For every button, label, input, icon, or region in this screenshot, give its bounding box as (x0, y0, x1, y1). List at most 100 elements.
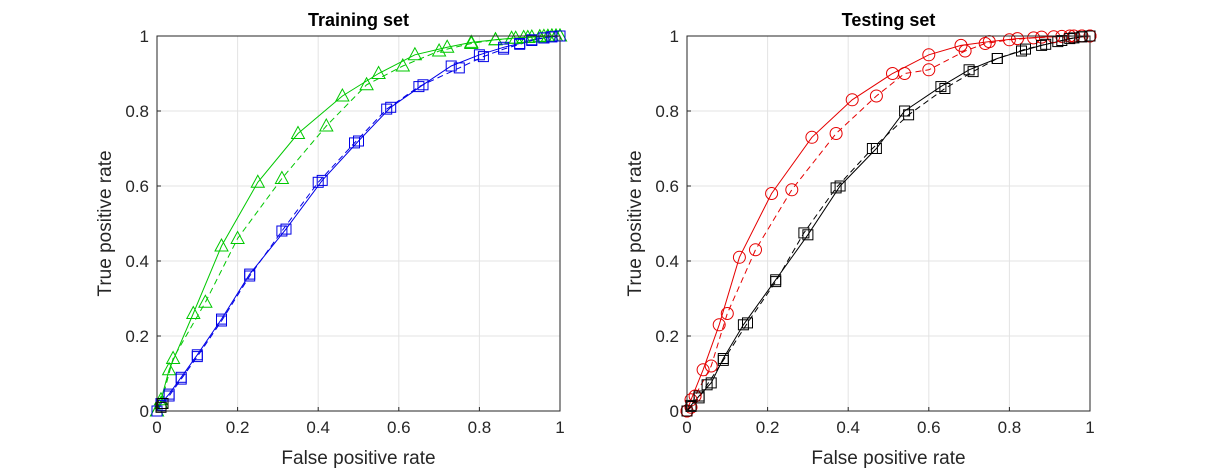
training-series-line-3 (156, 35, 561, 412)
training-markers (149, 27, 568, 417)
training-triangle-marker (359, 76, 374, 91)
testing-square-marker (963, 64, 975, 76)
training-yticks: 0 0.2 0.4 0.6 0.8 1 (125, 27, 161, 421)
training-xtick-label: 1 (555, 418, 564, 437)
training-square-marker (498, 43, 510, 55)
training-xtick-label: 0.8 (468, 418, 492, 437)
training-triangle-marker (488, 31, 503, 46)
training-ytick-label: 0.2 (125, 327, 149, 346)
training-triangle-marker (371, 65, 386, 79)
testing-xtick-label: 0 (682, 418, 691, 437)
training-triangle-marker (230, 230, 245, 244)
testing-yticks: 0 0.2 0.4 0.6 0.8 1 (655, 27, 691, 421)
training-triangle-marker (395, 57, 411, 72)
testing-circle-marker (922, 48, 936, 62)
training-square-marker (538, 32, 550, 44)
training-triangle-marker (463, 35, 479, 49)
training-triangle-marker (508, 30, 524, 44)
testing-series-line-2 (686, 35, 1091, 412)
testing-grid (687, 36, 1090, 411)
training-triangle-marker (165, 350, 181, 364)
testing-circle-marker (978, 37, 992, 50)
training-xtick-label: 0 (152, 418, 161, 437)
training-square-marker (453, 62, 465, 74)
testing-series (686, 35, 1091, 412)
testing-set-chart: 0 0.2 0.4 0.6 0.8 1 0 0.2 0.4 0.6 0.8 1 Testing se… (625, 10, 1097, 469)
testing-circle-marker (845, 93, 859, 107)
testing-xtick-label: 1 (1085, 418, 1094, 437)
training-triangle-marker (274, 170, 290, 184)
testing-ytick-label: 0.4 (655, 252, 679, 271)
training-ylabel: True positive rate (95, 150, 116, 296)
training-square-marker (514, 38, 526, 50)
training-square-marker (353, 135, 364, 147)
testing-ytick-label: 1 (670, 27, 679, 46)
training-xlabel: False positive rate (281, 448, 435, 469)
testing-square-marker (967, 66, 979, 78)
training-square-marker (280, 223, 292, 235)
training-square-marker (316, 174, 328, 186)
training-axes-box (156, 35, 561, 412)
training-square-marker (473, 49, 485, 61)
training-xtick-label: 0.6 (387, 418, 411, 437)
testing-circle-marker (958, 44, 972, 58)
training-triangle-marker (198, 294, 213, 308)
training-square-marker (413, 81, 425, 93)
training-series (156, 35, 561, 412)
training-square-marker (381, 103, 393, 115)
training-square-marker (191, 351, 203, 363)
training-xtick-label: 0.4 (306, 418, 330, 437)
testing-square-marker (899, 105, 911, 117)
testing-circle-marker (829, 127, 843, 140)
testing-square-marker (705, 377, 717, 389)
training-triangle-marker (290, 125, 306, 139)
testing-xticks: 0 0.2 0.4 0.6 0.8 1 (682, 407, 1095, 437)
testing-square-marker (798, 227, 810, 239)
training-triangle-marker (214, 237, 229, 252)
testing-circle-marker (720, 307, 734, 320)
testing-series-line-1 (686, 35, 1090, 412)
testing-ytick-label: 0 (670, 402, 679, 421)
testing-circle-marker (704, 359, 718, 373)
training-square-marker (349, 137, 360, 149)
training-triangle-marker (463, 34, 479, 48)
testing-circle-marker (732, 250, 746, 264)
testing-series-line-0 (686, 35, 1090, 412)
testing-circle-marker (765, 187, 779, 200)
training-square-marker (175, 373, 187, 385)
testing-square-marker (830, 182, 842, 194)
testing-square-marker (770, 276, 782, 288)
testing-square-marker (1068, 32, 1080, 44)
testing-circle-marker (1011, 32, 1024, 46)
testing-xlabel: False positive rate (811, 448, 965, 469)
training-ytick-label: 0 (140, 402, 149, 421)
testing-square-marker (1064, 33, 1076, 45)
testing-title: Testing set (842, 10, 936, 30)
training-triangle-marker (250, 174, 266, 188)
testing-xtick-label: 0.2 (756, 418, 780, 437)
testing-square-marker (991, 53, 1003, 64)
testing-square-marker (834, 180, 846, 192)
training-ytick-label: 0.8 (125, 102, 149, 121)
testing-square-marker (737, 319, 749, 331)
training-square-marker (155, 401, 167, 413)
testing-square-marker (935, 81, 947, 93)
training-series-line-2 (156, 35, 561, 412)
training-xtick-label: 0.2 (226, 418, 250, 437)
testing-ytick-label: 0.8 (655, 102, 679, 121)
training-square-marker (163, 390, 175, 402)
testing-square-marker (866, 143, 878, 154)
testing-circle-marker (922, 63, 936, 77)
training-triangle-marker (161, 361, 177, 376)
testing-xtick-label: 0.4 (836, 418, 860, 437)
training-square-marker (445, 60, 457, 72)
training-triangle-marker (488, 31, 503, 46)
training-triangle-marker (407, 46, 423, 61)
testing-square-marker (1040, 38, 1052, 50)
training-square-marker (276, 225, 288, 237)
training-square-marker (244, 270, 256, 282)
training-set-chart: 0 0.2 0.4 0.6 0.8 1 0 0.2 0.4 0.6 0.8 1 Training s… (95, 10, 568, 469)
training-square-marker (157, 398, 169, 409)
testing-square-marker (717, 354, 729, 366)
testing-xtick-label: 0.6 (917, 418, 941, 437)
